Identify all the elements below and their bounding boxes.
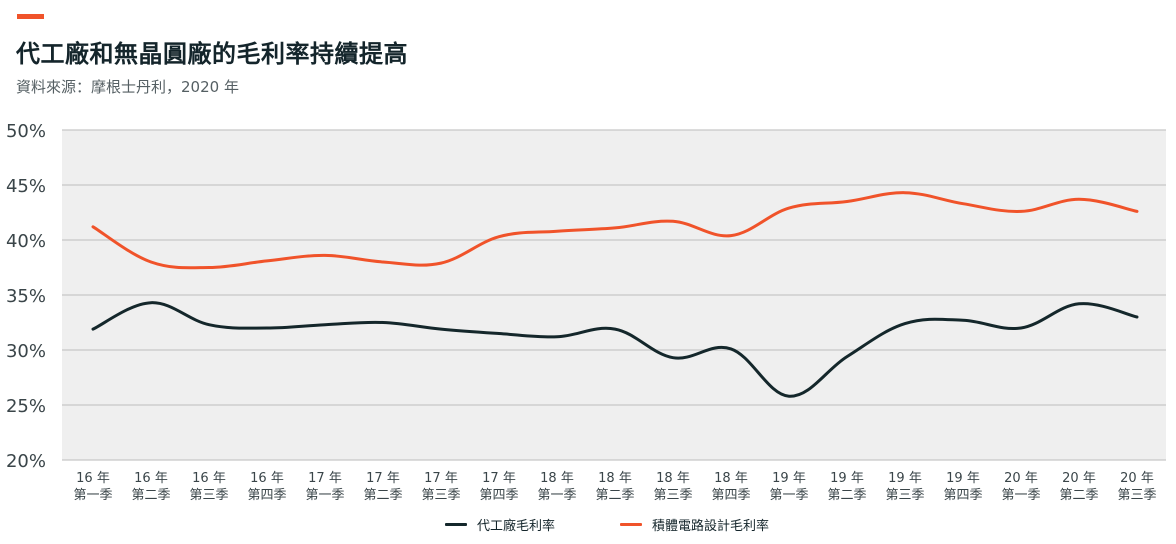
x-tick-label-quarter: 第三季: [189, 488, 228, 503]
data-point-series-2: [1077, 198, 1081, 201]
x-tick-label-quarter: 第四季: [247, 488, 286, 503]
x-tick-label-quarter: 第二季: [1059, 488, 1098, 503]
legend-label-ic-design: 積體電路設計毛利率: [652, 519, 770, 534]
x-tick-label-year: 16 年: [192, 471, 226, 486]
y-tick-label: 40%: [6, 231, 46, 252]
x-tick-label-quarter: 第二季: [363, 488, 402, 503]
data-point-series-2: [323, 254, 327, 257]
x-tick-label-quarter: 第三季: [653, 488, 692, 503]
x-tick-label-quarter: 第二季: [131, 488, 170, 503]
x-tick-label-quarter: 第一季: [73, 488, 112, 503]
x-tick-label-quarter: 第二季: [595, 488, 634, 503]
y-tick-label: 25%: [6, 396, 46, 417]
x-tick-label-quarter: 第四季: [479, 488, 518, 503]
data-point-series-2: [91, 225, 95, 228]
legend-label-foundry: 代工廠毛利率: [477, 519, 556, 534]
data-point-series-2: [149, 260, 153, 264]
x-tick-label-quarter: 第一季: [537, 488, 576, 503]
data-point-series-2: [613, 226, 617, 230]
x-tick-label-quarter: 第二季: [827, 488, 866, 503]
data-point-series-1: [381, 321, 385, 324]
data-point-series-1: [439, 327, 443, 331]
data-point-series-2: [729, 234, 733, 237]
accent-bar: [17, 14, 44, 19]
x-tick-label-year: 19 年: [888, 471, 922, 486]
legend-item-foundry: 代工廠毛利率: [445, 515, 555, 534]
legend-swatch-foundry: [445, 523, 467, 526]
data-point-series-1: [671, 356, 675, 359]
y-tick-label: 20%: [6, 451, 46, 472]
data-point-series-2: [1135, 210, 1139, 213]
data-point-series-1: [729, 347, 733, 351]
y-tick-label: 45%: [6, 176, 46, 197]
data-point-series-2: [439, 261, 443, 265]
data-point-series-2: [555, 230, 559, 233]
data-point-series-1: [903, 322, 907, 325]
x-tick-label-year: 18 年: [656, 471, 690, 486]
data-point-series-2: [671, 220, 675, 223]
data-point-series-1: [613, 327, 617, 331]
x-tick-label-year: 18 年: [714, 471, 748, 486]
x-tick-label-quarter: 第一季: [769, 488, 808, 503]
x-tick-label-quarter: 第一季: [1001, 488, 1040, 503]
x-tick-label-year: 18 年: [598, 471, 632, 486]
data-point-series-1: [265, 326, 269, 330]
data-point-series-2: [961, 202, 965, 205]
x-tick-label-year: 16 年: [250, 471, 284, 486]
data-point-series-2: [845, 200, 849, 203]
data-point-series-1: [845, 355, 849, 358]
data-point-series-1: [961, 319, 965, 322]
data-point-series-2: [207, 266, 211, 269]
x-tick-label-quarter: 第四季: [943, 488, 982, 503]
x-tick-label-year: 19 年: [830, 471, 864, 486]
data-point-series-2: [497, 235, 501, 238]
x-tick-label-year: 19 年: [772, 471, 806, 486]
x-tick-label-year: 17 年: [366, 471, 400, 486]
data-point-series-2: [903, 191, 907, 194]
x-tick-label-quarter: 第四季: [711, 488, 750, 503]
data-point-series-1: [497, 332, 501, 335]
data-point-series-1: [149, 301, 153, 304]
data-point-series-1: [1077, 302, 1081, 305]
legend-item-ic-design: 積體電路設計毛利率: [620, 515, 769, 534]
y-tick-label: 35%: [6, 286, 46, 307]
legend-swatch-ic-design: [620, 523, 642, 526]
x-tick-label-quarter: 第一季: [305, 488, 344, 503]
chart-legend: 代工廠毛利率 積體電路設計毛利率: [0, 515, 1176, 537]
x-tick-label-year: 18 年: [540, 471, 574, 486]
x-tick-label-year: 19 年: [946, 471, 980, 486]
x-tick-label-year: 16 年: [76, 471, 110, 486]
data-point-series-1: [787, 395, 791, 398]
data-point-series-1: [323, 323, 327, 326]
data-point-series-1: [91, 327, 95, 331]
data-point-series-1: [1019, 326, 1023, 330]
x-tick-label-year: 20 年: [1120, 471, 1154, 486]
x-tick-label-year: 20 年: [1062, 471, 1096, 486]
x-tick-label-year: 17 年: [308, 471, 342, 486]
data-point-series-1: [207, 323, 211, 326]
x-tick-label-year: 16 年: [134, 471, 168, 486]
x-tick-label-quarter: 第三季: [885, 488, 924, 503]
y-tick-label: 30%: [6, 341, 46, 362]
chart-subtitle: 資料來源：摩根士丹利，2020 年: [16, 78, 239, 96]
chart-title: 代工廠和無晶圓廠的毛利率持續提高: [16, 40, 408, 68]
x-tick-label-year: 17 年: [482, 471, 516, 486]
x-tick-label-year: 20 年: [1004, 471, 1038, 486]
data-point-series-2: [787, 206, 791, 210]
data-point-series-2: [265, 259, 269, 263]
data-point-series-1: [555, 335, 559, 338]
data-point-series-1: [1135, 315, 1139, 319]
y-tick-label: 50%: [6, 121, 46, 142]
x-tick-label-year: 17 年: [424, 471, 458, 486]
x-tick-label-quarter: 第三季: [421, 488, 460, 503]
data-point-series-2: [1019, 210, 1023, 213]
x-tick-label-quarter: 第三季: [1117, 488, 1156, 503]
data-point-series-2: [381, 260, 385, 264]
